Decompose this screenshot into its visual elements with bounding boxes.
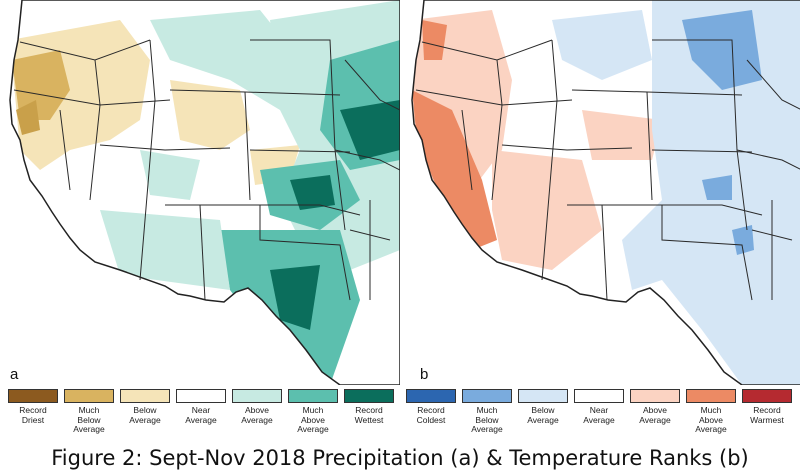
legend-swatch xyxy=(288,389,338,403)
legend-swatch xyxy=(232,389,282,403)
legend-label: Record Wettest xyxy=(354,405,384,425)
precipitation-map xyxy=(0,0,400,385)
temperature-map xyxy=(402,0,800,385)
legend-label: Near Average xyxy=(583,405,615,425)
legend-item-record-wettest: Record Wettest xyxy=(344,389,394,425)
legend-label: Much Below Average xyxy=(471,405,503,434)
legend-swatch xyxy=(742,389,792,403)
temperature-map-svg xyxy=(411,0,800,385)
legend-item-much-below-temp: Much Below Average xyxy=(462,389,512,435)
legend-label: Record Driest xyxy=(19,405,47,425)
legend-item-much-below-precip: Much Below Average xyxy=(64,389,114,435)
legend-label: Below Average xyxy=(527,405,559,425)
legend-item-below-precip: Below Average xyxy=(120,389,170,425)
legend-label: Record Coldest xyxy=(416,405,446,425)
legend-item-near-precip: Near Average xyxy=(176,389,226,425)
precipitation-map-svg xyxy=(9,0,400,385)
legend-swatch xyxy=(686,389,736,403)
legend-item-much-above-temp: Much Above Average xyxy=(686,389,736,435)
legend-swatch xyxy=(630,389,680,403)
legend: Record Driest Much Below Average Below A… xyxy=(0,389,800,445)
legend-swatch xyxy=(518,389,568,403)
legend-swatch xyxy=(120,389,170,403)
panel-label-b: b xyxy=(420,366,429,383)
legend-swatch xyxy=(406,389,456,403)
legend-item-above-temp: Above Average xyxy=(630,389,680,425)
figure-caption: Figure 2: Sept-Nov 2018 Precipitation (a… xyxy=(51,446,749,470)
legend-label: Much Below Average xyxy=(73,405,105,434)
legend-item-record-driest: Record Driest xyxy=(8,389,58,425)
legend-swatch xyxy=(8,389,58,403)
legend-item-near-temp: Near Average xyxy=(574,389,624,425)
legend-label: Near Average xyxy=(185,405,217,425)
legend-item-below-temp: Below Average xyxy=(518,389,568,425)
legend-swatch xyxy=(176,389,226,403)
panel-label-a: a xyxy=(10,366,19,383)
legend-item-record-coldest: Record Coldest xyxy=(406,389,456,425)
legend-item-much-above-precip: Much Above Average xyxy=(288,389,338,435)
legend-swatch xyxy=(574,389,624,403)
state-borders-b xyxy=(415,39,800,301)
legend-label: Below Average xyxy=(129,405,161,425)
legend-label: Record Warmest xyxy=(750,405,784,425)
legend-label: Above Average xyxy=(241,405,273,425)
legend-item-record-warmest: Record Warmest xyxy=(742,389,792,425)
legend-label: Much Above Average xyxy=(695,405,727,434)
state-borders-a xyxy=(13,39,400,301)
legend-swatch xyxy=(64,389,114,403)
legend-item-above-precip: Above Average xyxy=(232,389,282,425)
legend-swatch xyxy=(462,389,512,403)
legend-swatch xyxy=(344,389,394,403)
legend-label: Much Above Average xyxy=(297,405,329,434)
legend-label: Above Average xyxy=(639,405,671,425)
